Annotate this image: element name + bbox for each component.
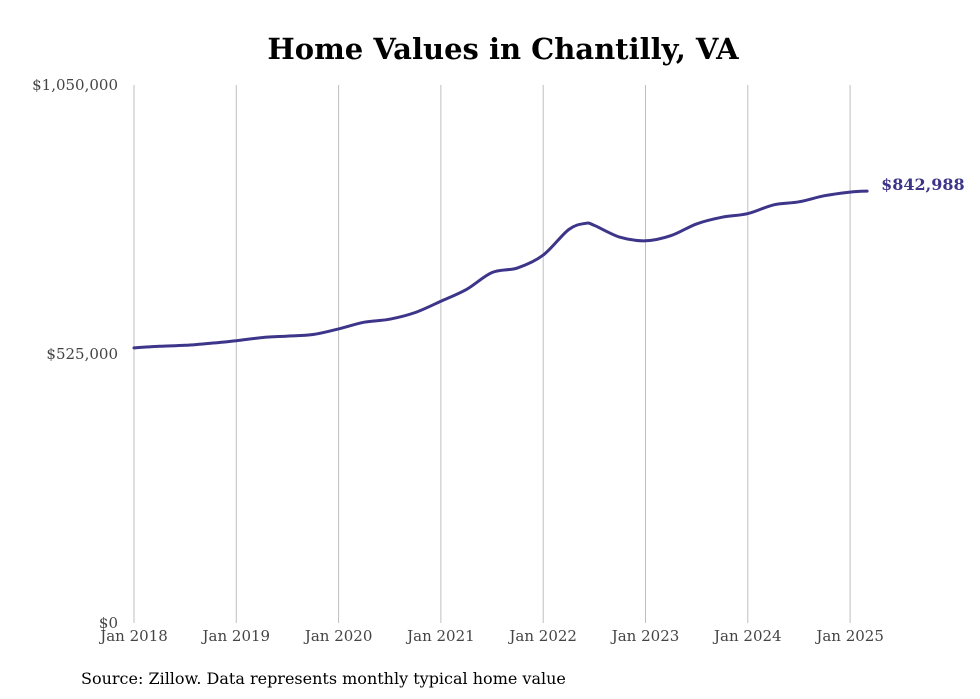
y-tick-label: $1,050,000: [32, 76, 118, 94]
series-line: [132, 189, 869, 350]
gridlines: [133, 85, 851, 623]
y-tick-label: $525,000: [46, 345, 118, 363]
end-value-label: $842,988: [881, 175, 965, 194]
x-tick-label: Jan 2023: [610, 627, 680, 645]
x-axis-ticks: Jan 2018 Jan 2019 Jan 2020 Jan 2021 Jan 2022…: [98, 627, 884, 645]
x-tick-label: Jan 2019: [201, 627, 271, 645]
y-axis-ticks: $1,050,000 $525,000 $0: [32, 76, 118, 632]
x-tick-label: Jan 2025: [814, 627, 884, 645]
x-tick-label: Jan 2022: [507, 627, 577, 645]
y-tick-label: $0: [99, 614, 118, 632]
series-layer: $842,988: [132, 175, 965, 350]
x-tick-label: Jan 2021: [405, 627, 475, 645]
x-tick-label: Jan 2018: [98, 627, 168, 645]
x-tick-label: Jan 2024: [712, 627, 782, 645]
x-tick-label: Jan 2020: [303, 627, 373, 645]
chart-title: Home Values in Chantilly, VA: [267, 32, 739, 66]
source-note: Source: Zillow. Data represents monthly …: [81, 669, 566, 688]
